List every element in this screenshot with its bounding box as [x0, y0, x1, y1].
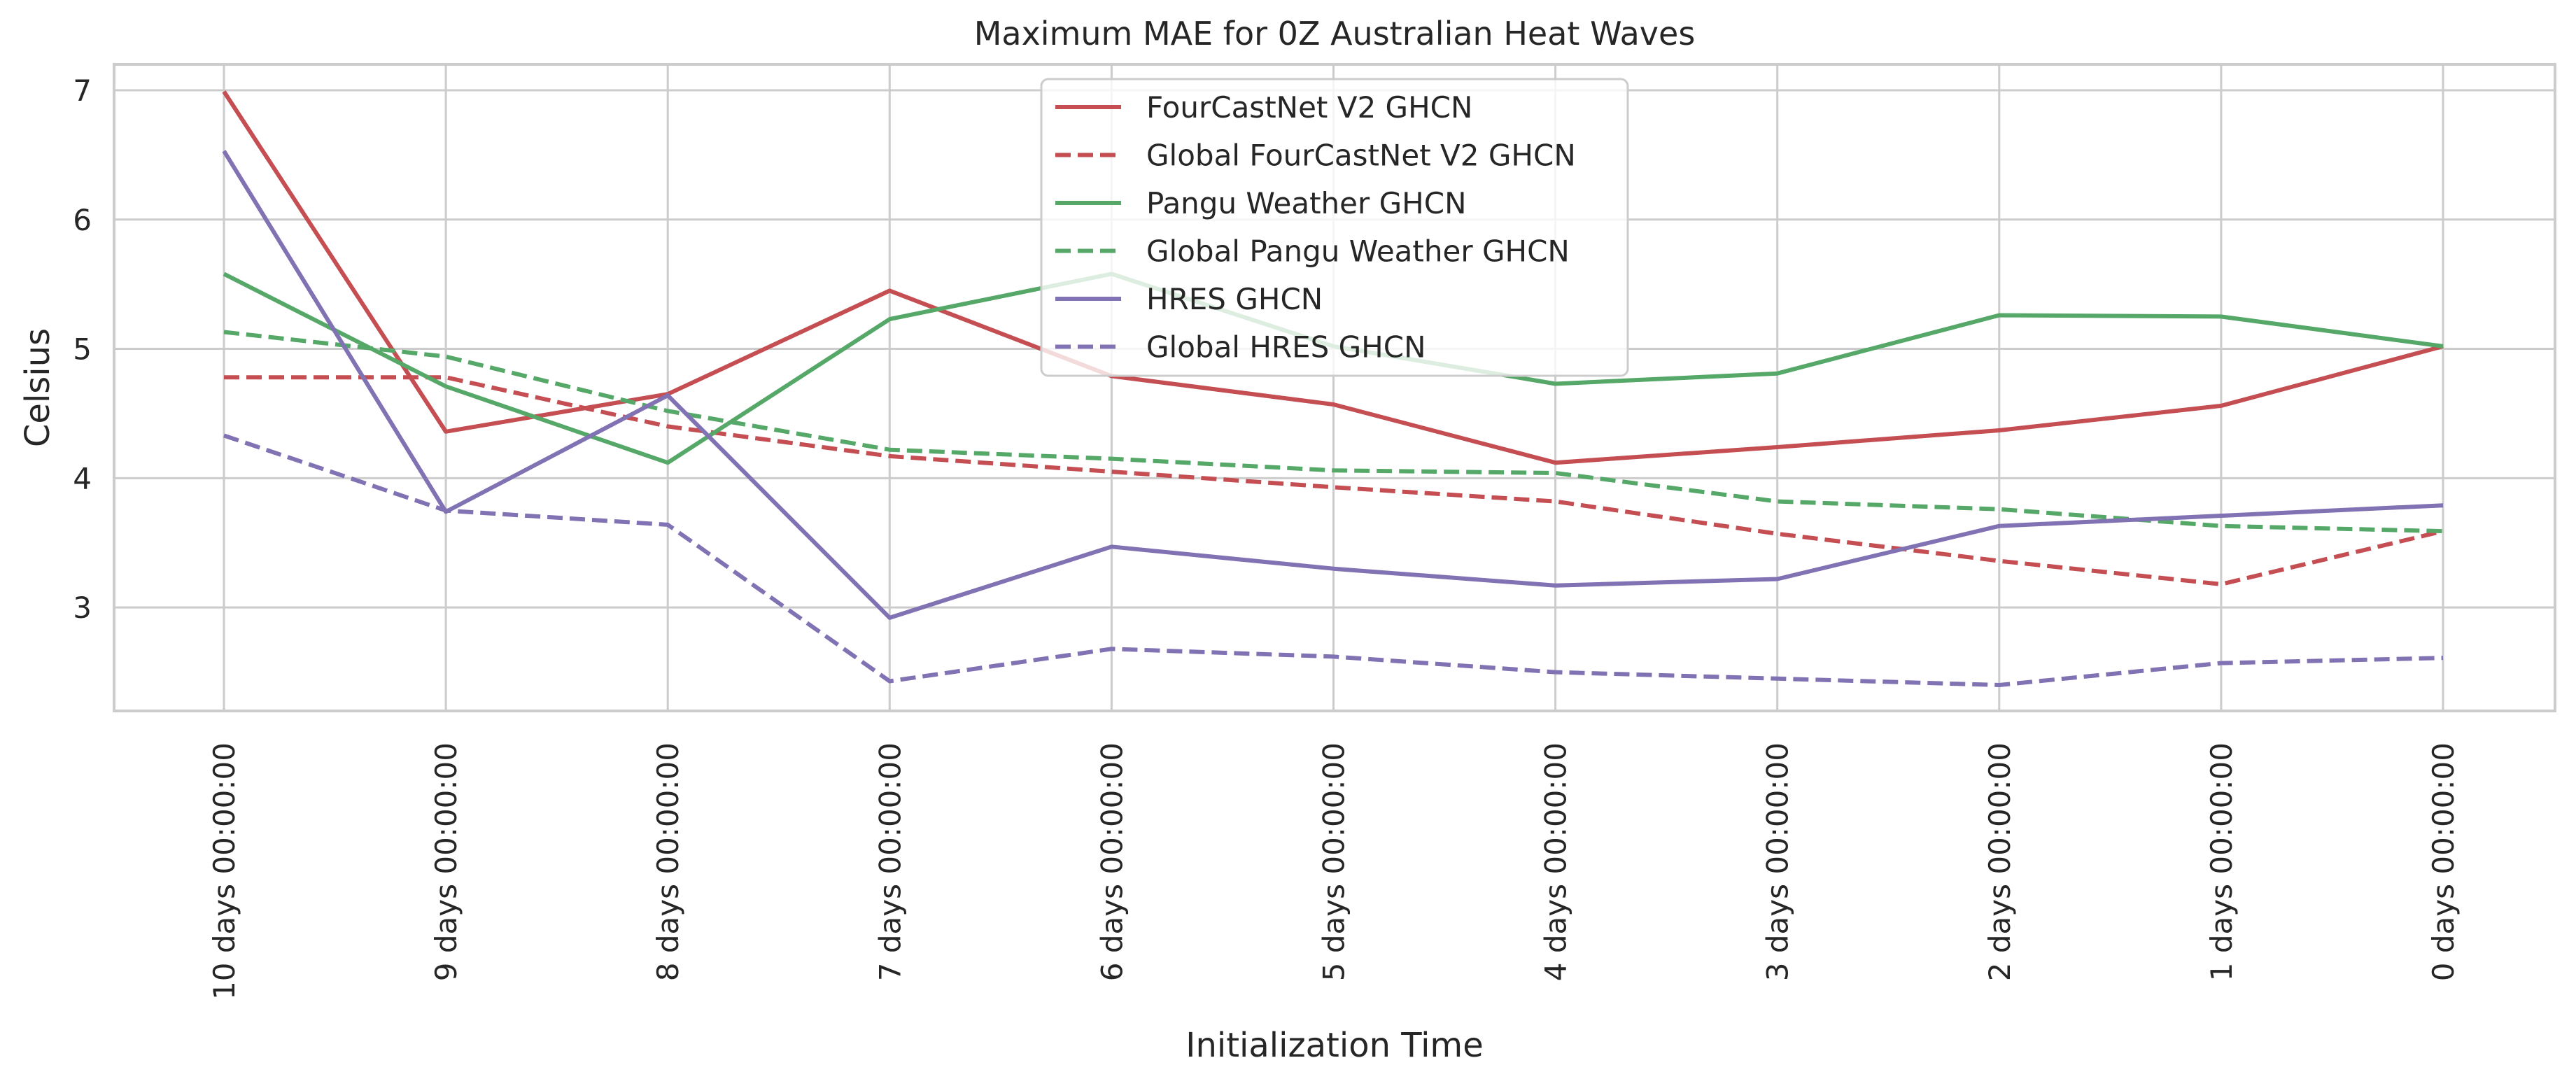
x-tick-label: 4 days 00:00:00	[1539, 742, 1573, 981]
legend-label: FourCastNet V2 GHCN	[1146, 90, 1472, 125]
chart-title: Maximum MAE for 0Z Australian Heat Waves	[974, 15, 1696, 52]
series-3	[223, 330, 2444, 534]
legend-label: HRES GHCN	[1146, 282, 1323, 316]
x-tick-label: 7 days 00:00:00	[873, 742, 907, 981]
legend-box	[1040, 78, 1629, 377]
x-axis-label: Initialization Time	[1185, 1026, 1483, 1065]
series-line	[222, 90, 2444, 465]
x-tick-label: 9 days 00:00:00	[429, 742, 463, 981]
x-tick-label: 6 days 00:00:00	[1095, 742, 1129, 981]
series-0	[222, 90, 2444, 465]
x-tick-label: 5 days 00:00:00	[1317, 742, 1351, 981]
legend-label: Global HRES GHCN	[1146, 330, 1426, 365]
y-tick-labels: 3 4 5 6 7	[73, 73, 92, 625]
x-tick-label: 3 days 00:00:00	[1761, 742, 1795, 981]
plot-frame	[113, 63, 2556, 712]
series-line	[223, 433, 2444, 687]
series-line	[223, 330, 2444, 534]
series-line	[224, 375, 2444, 586]
legend-label: Global Pangu Weather GHCN	[1146, 234, 1570, 269]
y-tick-label: 4	[73, 461, 92, 495]
legend: FourCastNet V2 GHCN Global FourCastNet V2…	[1040, 78, 1629, 377]
series-5	[223, 433, 2444, 687]
series-1	[224, 375, 2444, 586]
x-tick-label: 8 days 00:00:00	[651, 742, 685, 981]
x-tick-labels: 10 days 00:00:00 9 days 00:00:00 8 days 00…	[207, 742, 2461, 1000]
series-4	[222, 150, 2444, 620]
y-tick-label: 3	[73, 591, 92, 625]
x-tick-label: 1 days 00:00:00	[2204, 742, 2239, 981]
x-tick-label: 0 days 00:00:00	[2426, 742, 2461, 981]
y-tick-label: 5	[73, 332, 92, 367]
y-tick-label: 7	[73, 73, 92, 108]
x-tick-label: 10 days 00:00:00	[207, 742, 241, 1000]
series-line	[222, 150, 2444, 620]
legend-label: Pangu Weather GHCN	[1146, 186, 1467, 220]
series-lines	[222, 90, 2444, 687]
y-tick-label: 6	[73, 203, 92, 237]
x-tick-label: 2 days 00:00:00	[1983, 742, 2017, 981]
y-axis-label: Celsius	[18, 328, 57, 447]
legend-label: Global FourCastNet V2 GHCN	[1146, 139, 1576, 173]
